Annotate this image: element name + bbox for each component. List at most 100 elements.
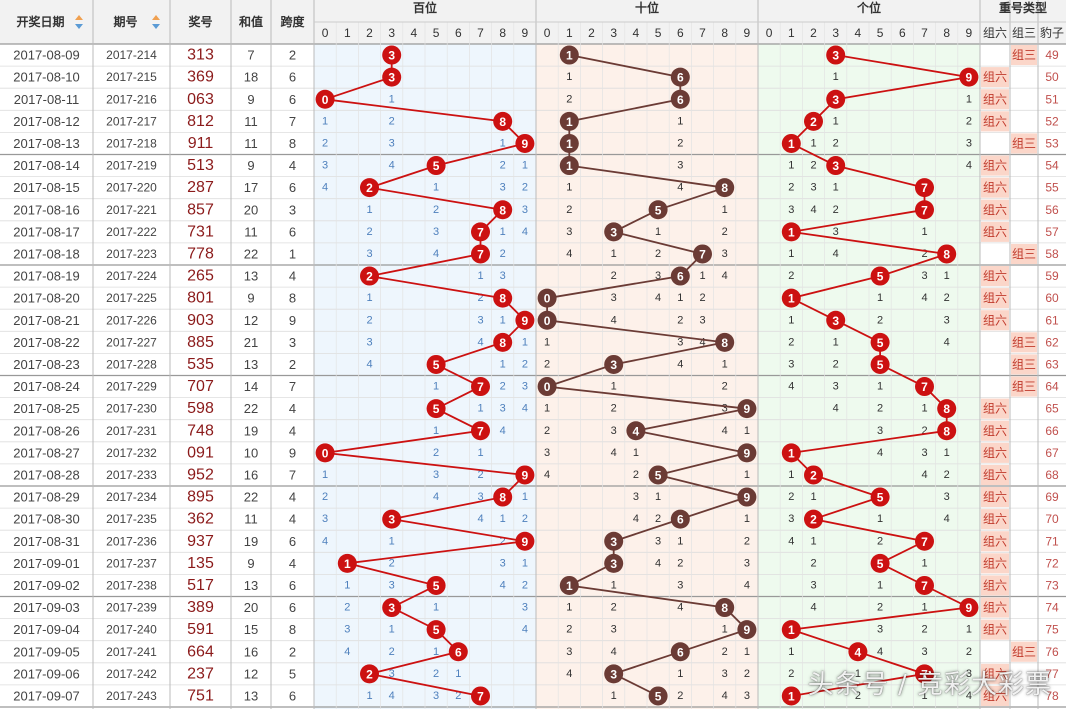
tens-ball-digit: 0 — [544, 292, 551, 306]
miss-count: 1 — [500, 513, 506, 525]
miss-count: 1 — [944, 447, 950, 459]
tens-ball-digit: 8 — [721, 601, 728, 615]
miss-count: 2 — [921, 624, 927, 636]
repeat-type-bg — [981, 155, 1009, 176]
miss-count: 2 — [921, 425, 927, 437]
row-date: 2017-08-31 — [13, 534, 80, 549]
tens-ball — [559, 575, 579, 595]
miss-count: 4 — [433, 491, 439, 503]
digit-header: 5 — [877, 26, 884, 40]
row-number: 885 — [187, 334, 214, 351]
row-leopard-miss: 67 — [1045, 446, 1059, 460]
row-span: 6 — [289, 70, 296, 85]
row-leopard-miss: 74 — [1045, 601, 1059, 615]
digit-header: 7 — [699, 26, 706, 40]
row-span: 6 — [289, 224, 296, 239]
hundreds-ball-digit: 9 — [522, 314, 529, 328]
miss-count: 1 — [522, 160, 528, 172]
miss-count: 4 — [810, 204, 816, 216]
miss-count: 3 — [810, 579, 816, 591]
units-ball-digit: 7 — [921, 380, 928, 394]
hundreds-ball-digit: 8 — [499, 203, 506, 217]
row-span: 6 — [289, 92, 296, 107]
miss-count: 4 — [677, 182, 683, 194]
units-ball-digit: 8 — [943, 424, 950, 438]
miss-count: 2 — [366, 314, 372, 326]
hundreds-ball-digit: 5 — [433, 623, 440, 637]
miss-count: 1 — [744, 513, 750, 525]
miss-count: 4 — [655, 557, 661, 569]
miss-count: 2 — [788, 182, 794, 194]
miss-count: 3 — [322, 160, 328, 172]
miss-count: 1 — [544, 403, 550, 415]
digit-header: 4 — [411, 26, 418, 40]
tens-ball — [537, 377, 557, 397]
miss-count: 2 — [877, 403, 883, 415]
miss-count: 2 — [877, 314, 883, 326]
row-date: 2017-09-06 — [13, 666, 80, 681]
miss-count: 3 — [566, 646, 572, 658]
miss-count: 2 — [677, 137, 683, 149]
tens-ball — [670, 67, 690, 87]
units-ball-digit: 7 — [921, 579, 928, 593]
row-leopard-miss: 53 — [1045, 136, 1059, 150]
miss-count: 4 — [389, 690, 395, 702]
sort-up-icon[interactable] — [152, 15, 160, 20]
units-ball-digit: 7 — [921, 181, 928, 195]
row-repeat-type: 组三 — [1012, 136, 1036, 150]
miss-count: 3 — [500, 403, 506, 415]
miss-count: 1 — [522, 557, 528, 569]
sort-down-icon[interactable] — [75, 24, 83, 29]
miss-count: 2 — [744, 535, 750, 547]
digit-header: 3 — [388, 26, 395, 40]
digit-header: 4 — [633, 26, 640, 40]
miss-count: 3 — [500, 270, 506, 282]
miss-count: 1 — [500, 226, 506, 238]
repeat-type-bg — [981, 464, 1009, 485]
units-ball — [915, 377, 934, 397]
repeat-type-bg — [981, 442, 1009, 463]
miss-count: 4 — [544, 469, 550, 481]
miss-count: 4 — [522, 624, 528, 636]
miss-count: 3 — [877, 624, 883, 636]
miss-count: 3 — [655, 535, 661, 547]
miss-count: 1 — [722, 358, 728, 370]
row-number: 952 — [187, 466, 214, 483]
miss-count: 3 — [722, 403, 728, 415]
digit-header: 2 — [366, 26, 373, 40]
units-ball-digit: 3 — [832, 314, 839, 328]
miss-count: 3 — [433, 226, 439, 238]
digit-header: 1 — [788, 26, 795, 40]
row-sum: 9 — [247, 158, 254, 173]
miss-count: 4 — [722, 425, 728, 437]
row-leopard-miss: 70 — [1045, 512, 1059, 526]
miss-count: 4 — [522, 226, 528, 238]
miss-count: 4 — [322, 182, 328, 194]
tens-ball-digit: 7 — [699, 247, 706, 261]
row-date: 2017-08-11 — [14, 92, 80, 107]
header-tens: 十位 — [635, 0, 659, 15]
miss-count: 2 — [433, 204, 439, 216]
row-period: 2017-225 — [106, 291, 157, 305]
miss-count: 4 — [677, 602, 683, 614]
miss-count: 2 — [833, 137, 839, 149]
row-leopard-miss: 64 — [1045, 380, 1059, 394]
miss-count: 1 — [611, 579, 617, 591]
sort-down-icon[interactable] — [152, 24, 160, 29]
row-sum: 13 — [244, 269, 258, 284]
row-sum: 19 — [244, 423, 258, 438]
sort-up-icon[interactable] — [75, 15, 83, 20]
row-sum: 14 — [244, 379, 258, 394]
row-span: 6 — [289, 534, 296, 549]
row-leopard-miss: 61 — [1045, 313, 1059, 327]
miss-count: 1 — [877, 513, 883, 525]
miss-count: 2 — [544, 425, 550, 437]
row-period: 2017-240 — [106, 623, 157, 637]
miss-count: 1 — [788, 314, 794, 326]
miss-count: 4 — [566, 248, 572, 260]
row-period: 2017-231 — [106, 424, 157, 438]
miss-count: 4 — [611, 314, 617, 326]
digit-header: 0 — [766, 26, 773, 40]
miss-count: 3 — [344, 624, 350, 636]
row-leopard-miss: 51 — [1045, 92, 1059, 106]
